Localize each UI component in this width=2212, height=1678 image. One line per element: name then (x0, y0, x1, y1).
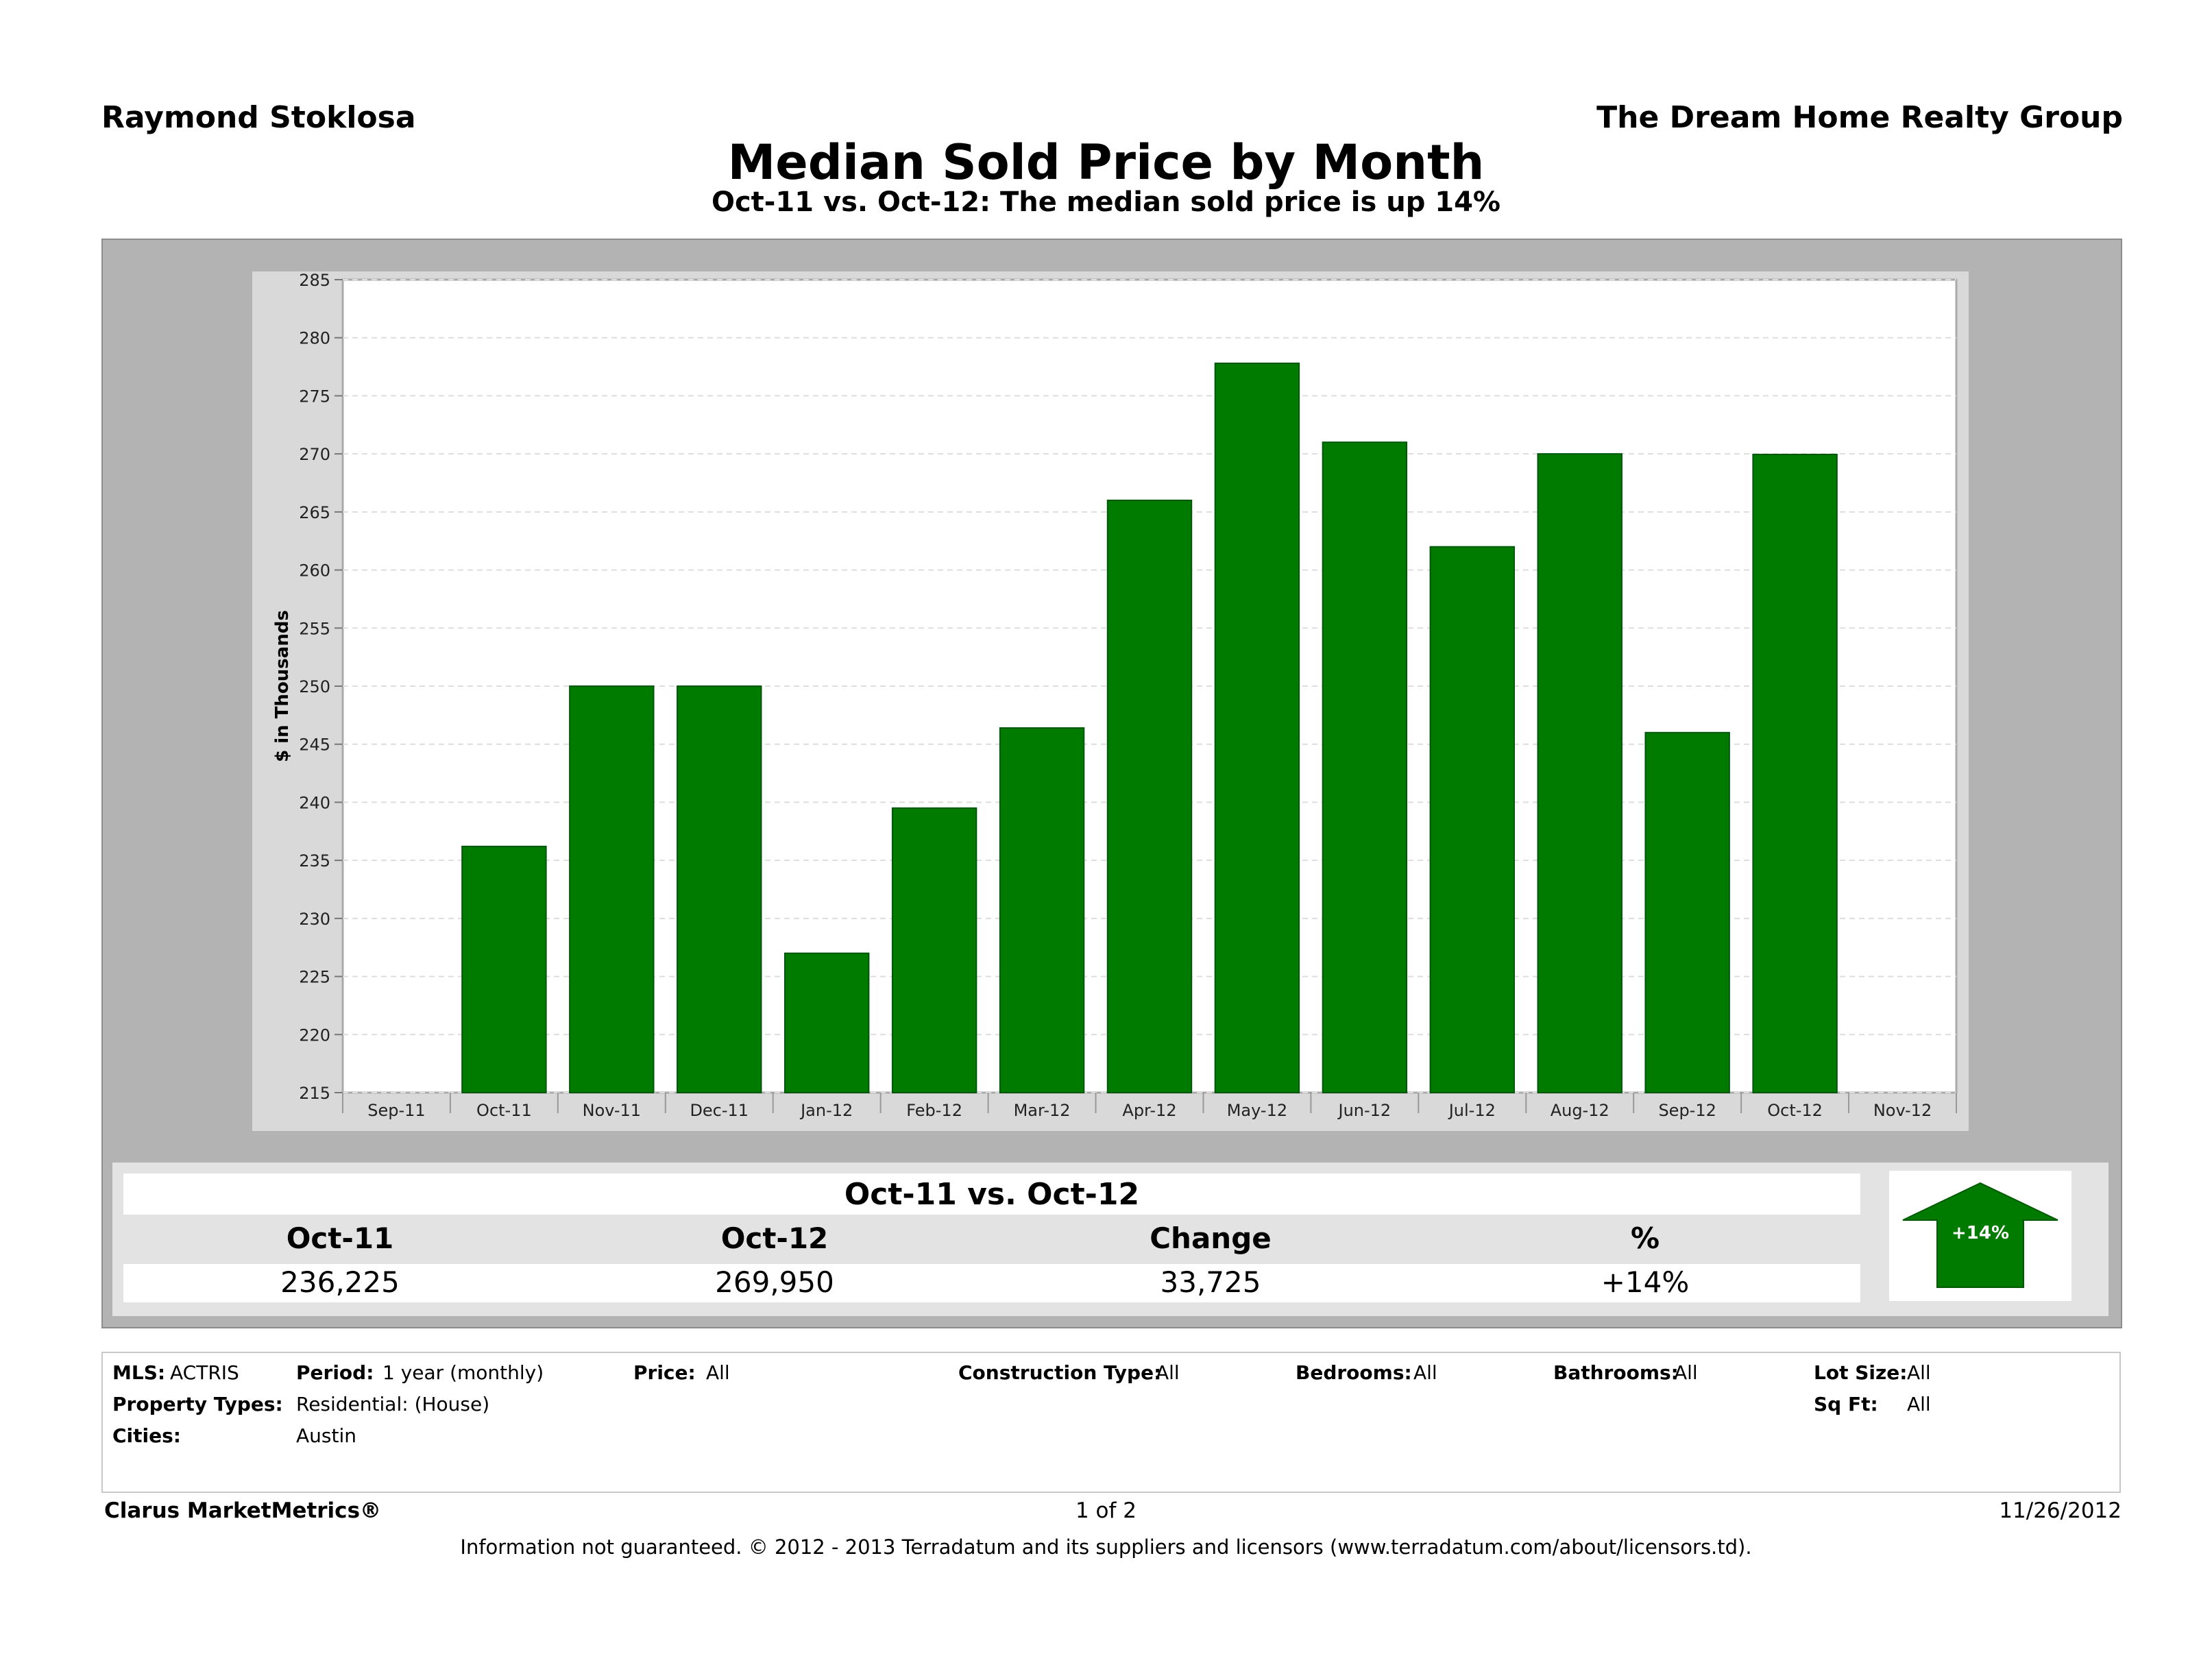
x-tick-label: Nov-12 (1873, 1101, 1932, 1120)
y-tick-label: 265 (299, 503, 330, 522)
bedrooms-value: All (1413, 1361, 1437, 1384)
y-tick-label: 225 (299, 968, 330, 987)
y-tick-label: 270 (299, 445, 330, 464)
comparison-header-percent: % (1630, 1221, 1660, 1255)
search-criteria (101, 1352, 2121, 1493)
bar-aug-12 (1537, 453, 1622, 1093)
property-types-value: Residential: (House) (296, 1393, 490, 1415)
bar-oct-11 (461, 845, 547, 1093)
bar-sep-12 (1644, 731, 1730, 1093)
property-types-label: Property Types: (112, 1393, 283, 1415)
mls-label: MLS: (112, 1361, 166, 1384)
bedrooms-label: Bedrooms: (1296, 1361, 1412, 1384)
bar-nov-11 (569, 685, 655, 1093)
y-tick-label: 240 (299, 793, 330, 812)
comparison-header-end: Oct-12 (720, 1221, 829, 1255)
lot-size-label: Lot Size: (1814, 1361, 1908, 1384)
y-tick-label: 230 (299, 910, 330, 929)
change-indicator (1889, 1171, 2071, 1301)
comparison-value-change: 33,725 (1160, 1265, 1261, 1299)
bar-dec-11 (677, 685, 762, 1093)
x-tick-label: Apr-12 (1122, 1101, 1176, 1120)
comparison-value-end: 269,950 (715, 1265, 834, 1299)
x-tick-label: Feb-12 (906, 1101, 962, 1120)
bar-chart: 215 220 225 230 235 240 245 250 255 260 265 270 275 2… (272, 271, 1958, 1120)
construction-label: Construction Type: (958, 1361, 1162, 1384)
period-label: Period: (296, 1361, 374, 1384)
comparison-header-change: Change (1150, 1221, 1272, 1255)
x-tick-label: Mar-12 (1014, 1101, 1071, 1120)
report-date: 11/26/2012 (1999, 1498, 2122, 1523)
y-tick-label: 245 (299, 735, 330, 755)
page-number: 1 of 2 (1075, 1498, 1137, 1523)
bar-jul-12 (1429, 546, 1516, 1093)
x-tick-label: Dec-11 (690, 1101, 749, 1120)
y-tick-label: 275 (299, 387, 330, 406)
up-arrow-icon (1902, 1182, 2058, 1288)
x-tick-label: Sep-12 (1658, 1101, 1716, 1120)
sqft-label: Sq Ft: (1814, 1393, 1878, 1415)
bar-feb-12 (891, 807, 977, 1094)
price-value: All (706, 1361, 730, 1384)
comparison-header-start: Oct-11 (286, 1221, 394, 1255)
x-tick-label: Oct-12 (1767, 1101, 1823, 1120)
y-tick-label: 280 (299, 329, 330, 348)
comparison-values-row (123, 1264, 1860, 1302)
y-tick-label: 215 (299, 1084, 330, 1103)
comparison-title: Oct-11 vs. Oct-12 (123, 1174, 1860, 1215)
x-tick-label: Nov-11 (583, 1101, 641, 1120)
footer-brand: Clarus MarketMetrics® (104, 1498, 382, 1523)
bar-jun-12 (1322, 441, 1408, 1093)
bar-may-12 (1214, 362, 1300, 1094)
y-tick-label: 250 (299, 677, 330, 696)
x-tick-label: Jul-12 (1448, 1101, 1496, 1120)
y-axis-label: $ in Thousands (272, 610, 293, 762)
sqft-value: All (1907, 1393, 1931, 1415)
bathrooms-label: Bathrooms: (1553, 1361, 1679, 1384)
period-value: 1 year (monthly) (382, 1361, 544, 1384)
y-tick-label: 220 (299, 1025, 330, 1045)
y-tick-label: 255 (299, 619, 330, 638)
company-name: The Dream Home Realty Group (1596, 100, 2123, 135)
y-tick-label: 260 (299, 561, 330, 581)
y-tick-label: 285 (299, 271, 330, 290)
price-label: Price: (633, 1361, 696, 1384)
comparison-value-percent: +14% (1601, 1265, 1690, 1299)
x-tick-label: Sep-11 (367, 1101, 425, 1120)
x-tick-label: Jun-12 (1337, 1101, 1391, 1120)
x-tick-label: Oct-11 (476, 1101, 532, 1120)
comparison-value-start: 236,225 (280, 1265, 400, 1299)
cities-value: Austin (296, 1424, 356, 1447)
lot-size-value: All (1907, 1361, 1931, 1384)
y-tick-label: 235 (299, 851, 330, 871)
chart-subtitle: Oct-11 vs. Oct-12: The median sold price… (711, 186, 1501, 218)
x-tick-label: May-12 (1227, 1101, 1287, 1120)
bar-mar-12 (999, 727, 1085, 1093)
cities-label: Cities: (112, 1424, 181, 1447)
bar-jan-12 (783, 952, 870, 1094)
bathrooms-value: All (1674, 1361, 1698, 1384)
mls-value: ACTRIS (170, 1361, 239, 1384)
x-tick-label: Aug-12 (1551, 1101, 1609, 1120)
construction-value: All (1156, 1361, 1180, 1384)
x-tick-label: Jan-12 (799, 1101, 853, 1120)
chart-title: Median Sold Price by Month (727, 134, 1485, 191)
agent-name: Raymond Stoklosa (101, 100, 416, 135)
change-badge: +14% (1951, 1223, 2010, 1243)
bar-apr-12 (1106, 499, 1193, 1093)
disclaimer: Information not guaranteed. © 2012 - 201… (460, 1535, 1752, 1559)
bar-oct-12 (1752, 453, 1838, 1093)
